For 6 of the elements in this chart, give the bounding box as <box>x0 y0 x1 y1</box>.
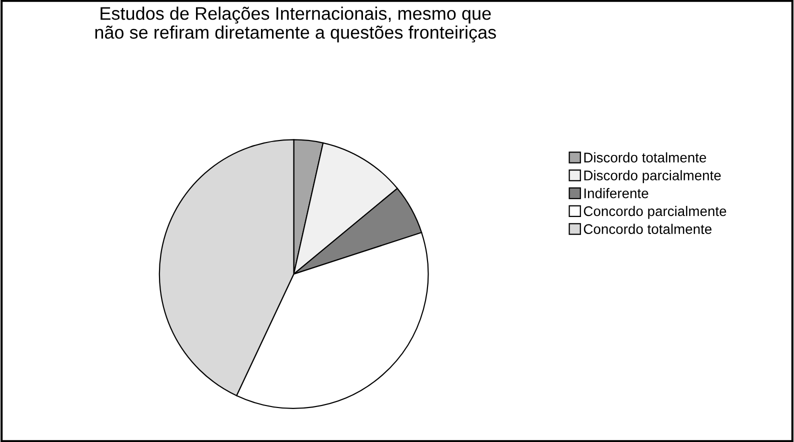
legend-label: Discordo totalmente <box>584 152 706 162</box>
legend-label: Concordo totalmente <box>584 224 712 234</box>
legend-label: Discordo parcialmente <box>584 170 721 184</box>
legend-label: Indiferente <box>584 188 648 198</box>
chart-title: Estudos de Relações Internacionais, mesmo que não se refiram diretamente a questões fronteiriças <box>95 6 496 42</box>
legend-label: Concordo parcialmente <box>584 206 726 219</box>
